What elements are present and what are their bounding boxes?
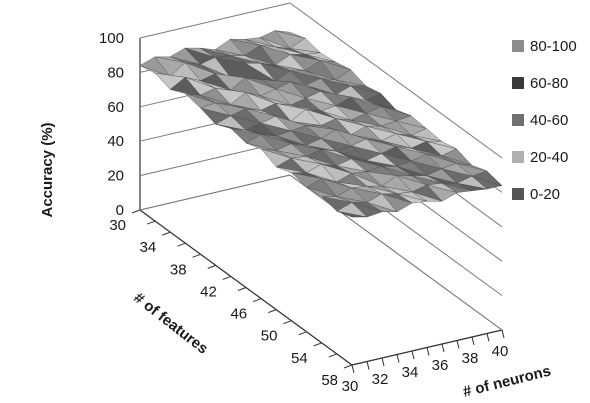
features-tick-mark xyxy=(298,331,307,336)
features-tick-mark xyxy=(222,275,232,280)
wall-gridline xyxy=(289,174,503,331)
features-tick-mark xyxy=(207,264,216,269)
wall-gridline xyxy=(289,2,503,159)
neurons-tick-mark xyxy=(471,336,475,346)
features-tick-mark xyxy=(177,242,186,247)
z-tick-label: 0 xyxy=(116,202,124,219)
features-tick-label: 30 xyxy=(109,217,126,234)
surface-facet xyxy=(336,211,368,218)
features-tick-mark xyxy=(283,320,292,325)
legend-label: 20-40 xyxy=(530,149,568,166)
features-tick-mark xyxy=(162,231,171,236)
features-tick-label: 50 xyxy=(261,328,278,345)
surface-mesh xyxy=(139,30,503,218)
features-tick-label: 38 xyxy=(170,261,187,278)
neurons-tick-label: 34 xyxy=(402,364,419,381)
neurons-tick-mark xyxy=(351,364,355,374)
features-tick-label: 58 xyxy=(321,372,338,389)
legend: 80-100 60-80 40-60 20-40 0-20 xyxy=(512,38,577,203)
features-tick-label: 34 xyxy=(140,239,157,256)
neurons-tick-label: 30 xyxy=(342,378,359,395)
neurons-tick-mark xyxy=(501,329,505,339)
wall-gridline xyxy=(139,174,291,211)
legend-swatch xyxy=(512,188,524,200)
features-axis-title: # of features xyxy=(130,289,211,357)
z-tick-label: 20 xyxy=(107,168,124,185)
z-tick-label: 60 xyxy=(107,99,124,116)
legend-label: 0-20 xyxy=(530,186,560,203)
neurons-axis-title: # of neurons xyxy=(461,362,552,400)
neurons-tick-label: 36 xyxy=(432,357,449,374)
features-tick-mark xyxy=(268,309,277,314)
legend-label: 80-100 xyxy=(530,38,577,55)
neurons-tick-mark xyxy=(381,357,385,367)
features-tick-mark xyxy=(343,364,353,369)
z-tick-label: 80 xyxy=(107,64,124,81)
neurons-tick-mark xyxy=(486,333,490,342)
neurons-tick-label: 40 xyxy=(492,343,509,360)
neurons-tick-mark xyxy=(411,350,415,360)
features-tick-mark xyxy=(313,342,322,347)
legend-swatch xyxy=(512,151,524,163)
features-tick-mark xyxy=(237,287,247,291)
features-tick-label: 54 xyxy=(291,350,308,367)
neurons-tick-mark xyxy=(366,361,370,370)
features-tick-mark xyxy=(131,209,141,214)
neurons-tick-label: 38 xyxy=(462,350,479,367)
wall-gridline xyxy=(139,2,291,39)
z-tick-label: 40 xyxy=(107,133,124,150)
legend-label: 60-80 xyxy=(530,75,568,92)
features-tick-mark xyxy=(192,253,201,258)
z-tick-label: 100 xyxy=(99,30,124,47)
legend-swatch xyxy=(512,40,524,52)
chart-floor xyxy=(131,38,505,374)
features-tick-mark xyxy=(252,298,262,303)
neurons-tick-mark xyxy=(441,343,445,353)
neurons-tick-mark xyxy=(396,354,400,363)
features-tick-mark xyxy=(146,220,156,225)
neurons-tick-mark xyxy=(456,340,460,349)
legend-swatch xyxy=(512,77,524,89)
neurons-tick-mark xyxy=(426,347,430,356)
legend-label: 40-60 xyxy=(530,112,568,129)
z-axis-title: Accuracy (%) xyxy=(39,122,56,217)
features-tick-label: 42 xyxy=(200,283,217,300)
neurons-tick-label: 32 xyxy=(372,371,389,388)
features-tick-label: 46 xyxy=(230,306,247,323)
features-tick-mark xyxy=(328,353,338,358)
legend-swatch xyxy=(512,114,524,126)
